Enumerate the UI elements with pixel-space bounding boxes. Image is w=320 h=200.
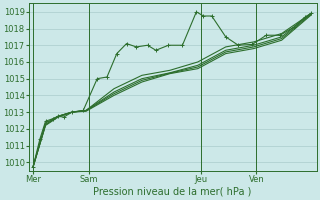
X-axis label: Pression niveau de la mer( hPa ): Pression niveau de la mer( hPa ) xyxy=(93,187,252,197)
